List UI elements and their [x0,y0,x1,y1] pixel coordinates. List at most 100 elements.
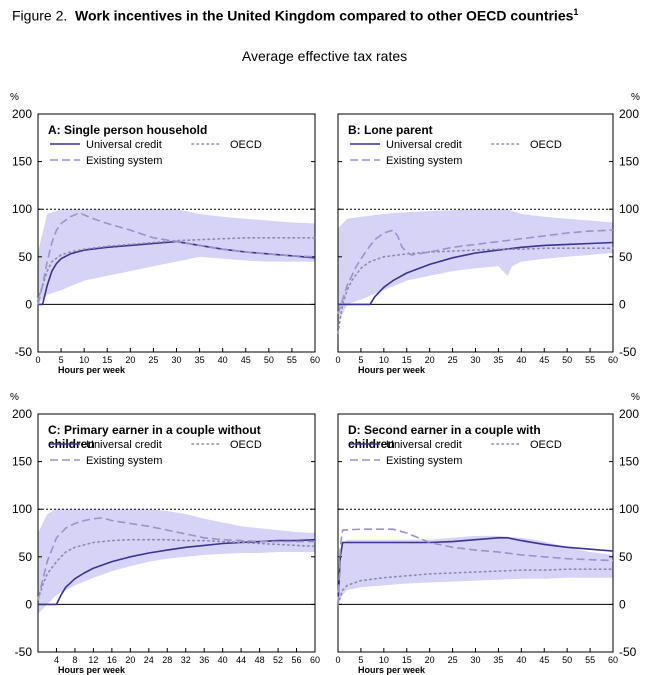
chart-c-series-oecd [37,538,316,601]
chart-d-legend-existing-system: Existing system [386,455,462,467]
chart-c-xtick-label: 40 [218,655,228,665]
chart-b-xtick-label: 25 [448,355,458,365]
chart-d-series-existing-system [337,528,614,605]
chart-d-ytick-label: -50 [619,645,637,659]
chart-b-xtick-label: 60 [608,355,618,365]
chart-b-legend-oecd: OECD [530,139,562,151]
chart-b-ytick-label: 100 [619,202,639,216]
chart-a-legend-oecd: OECD [230,139,262,151]
chart-b-xtick-label: 55 [585,355,595,365]
chart-a-ytick-label: -50 [15,345,33,359]
chart-a-series-oecd [37,237,316,301]
chart-d-ytick-label: 150 [619,455,639,469]
chart-d-legend-universal-credit: Universal credit [386,439,462,451]
chart-c-ytick-label: 150 [12,455,32,469]
chart-a-ytick-label: 150 [12,155,32,169]
footnote-mark: 1 [573,7,579,17]
chart-b-ytick-label: 200 [619,107,639,121]
chart-c-xtick-label: 24 [144,655,154,665]
chart-d-series-universal-credit [337,536,614,605]
chart-a-xtick-label: 0 [35,355,40,365]
chart-a-xtick-label: 55 [287,355,297,365]
chart-d-series-oecd [337,568,614,606]
chart-a-xtick-label: 25 [148,355,158,365]
chart-c-xtick-label: 20 [125,655,135,665]
chart-c-xtick-label: 48 [255,655,265,665]
chart-d-xtick-label: 20 [425,655,435,665]
chart-a-legend-existing-system: Existing system [86,155,162,167]
chart-d-title: D: Second earner in a couple with [348,423,541,437]
chart-c-xtick-label: 8 [72,655,77,665]
chart-a-band [38,209,315,305]
chart-a-ytick-label: 200 [12,107,32,121]
chart-d-xtick-label: 10 [379,655,389,665]
chart-d-xlabel: Hours per week [358,665,426,675]
chart-d-xtick-label: 40 [516,655,526,665]
chart-c-ytick-label: 100 [12,502,32,516]
chart-d-unit-label: % [631,392,640,403]
chart-c-xtick-label: 4 [54,655,59,665]
chart-c-legend-universal-credit: Universal credit [86,439,162,451]
chart-b-series-universal-credit [338,241,614,306]
chart-b-xtick-label: 45 [539,355,549,365]
chart-b-series-oecd [337,247,614,334]
chart-b-unit-label: % [631,92,640,103]
chart-b-title: B: Lone parent [348,123,433,137]
chart-a-xtick-label: 35 [195,355,205,365]
chart-d-xtick-label: 55 [585,655,595,665]
chart-d-xtick-label: 35 [493,655,503,665]
chart-c-xtick-label: 52 [273,655,283,665]
chart-b-ytick-label: 0 [619,297,626,311]
chart-c-ytick-label: 50 [19,550,33,564]
chart-a-unit-label: % [10,92,19,103]
chart-b-xtick-label: 50 [562,355,572,365]
chart-c-ytick-label: 200 [12,407,32,421]
chart-c-xtick-label: 36 [199,655,209,665]
chart-b-ytick-label: 150 [619,155,639,169]
chart-c-ytick-label: 0 [25,597,32,611]
chart-a-xlabel: Hours per week [58,365,126,375]
chart-a-ytick-label: 100 [12,202,32,216]
chart-d-legend-oecd: OECD [530,439,562,451]
chart-d-band [338,535,613,605]
chart-b-ytick-label: 50 [619,250,633,264]
chart-a-xtick-label: 45 [241,355,251,365]
chart-c-series-universal-credit [38,538,316,606]
chart-a-xtick-label: 50 [264,355,274,365]
chart-d-xtick-label: 45 [539,655,549,665]
chart-a-legend-universal-credit: Universal credit [86,139,162,151]
chart-c-xlabel: Hours per week [58,665,126,675]
figure-title: Figure 2. Work incentives in the United … [12,7,578,24]
chart-c-series-existing-system [37,516,315,600]
chart-d-xtick-label: 30 [470,655,480,665]
chart-c-xtick-label: 44 [236,655,246,665]
figure-title-text: Work incentives in the United Kingdom co… [75,7,574,24]
chart-d-xtick-label: 60 [608,655,618,665]
chart-c-xtick-label: 32 [181,655,191,665]
figure-label: Figure 2. [12,7,68,24]
chart-c-xtick-label: 16 [107,655,117,665]
chart-b-legend-existing-system: Existing system [386,155,462,167]
chart-c-frame [37,413,316,653]
chart-a-xtick-label: 40 [218,355,228,365]
chart-b-legend-universal-credit: Universal credit [386,139,462,151]
chart-b-xtick-label: 35 [493,355,503,365]
chart-c-unit-label: % [10,392,19,403]
chart-a-xtick-label: 60 [310,355,320,365]
chart-b-xtick-label: 30 [470,355,480,365]
chart-a-xtick-label: 30 [171,355,181,365]
chart-d-xtick-label: 0 [335,655,340,665]
chart-b-xtick-label: 40 [516,355,526,365]
chart-c-title: C: Primary earner in a couple without [48,423,261,437]
chart-b-xtick-label: 20 [425,355,435,365]
chart-b-xtick-label: 5 [358,355,363,365]
chart-b-band [338,209,613,324]
chart-b-xtick-label: 0 [335,355,340,365]
chart-d-ytick-label: 200 [619,407,639,421]
chart-c-ytick-label: -50 [15,645,33,659]
chart-c-xtick-label: 12 [88,655,98,665]
chart-a-title: A: Single person household [48,123,207,137]
chart-b-xtick-label: 10 [379,355,389,365]
chart-a-xtick-label: 10 [79,355,89,365]
